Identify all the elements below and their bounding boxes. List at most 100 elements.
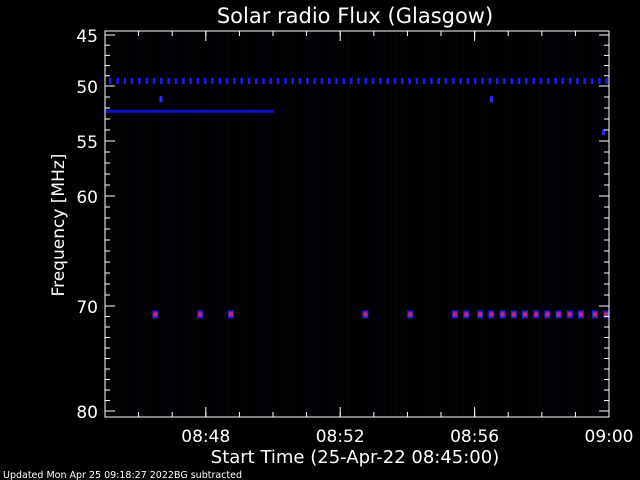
noise-column xyxy=(220,32,221,416)
noise-column xyxy=(166,32,167,416)
noise-column xyxy=(139,32,140,416)
noise-column xyxy=(253,32,254,416)
noise-column xyxy=(262,32,263,416)
noise-column xyxy=(451,32,452,416)
noise-texture xyxy=(106,32,608,416)
dotted-line-dot xyxy=(269,77,273,84)
noise-column xyxy=(280,32,281,416)
noise-column xyxy=(205,32,206,416)
noise-column xyxy=(406,32,407,416)
noise-column xyxy=(454,32,455,416)
burst xyxy=(593,312,597,317)
spot xyxy=(601,129,605,136)
noise-column xyxy=(142,32,143,416)
dotted-line-dot xyxy=(262,77,265,84)
noise-column xyxy=(355,32,356,416)
dotted-line-dot xyxy=(145,77,148,84)
burst xyxy=(534,312,539,317)
noise-column xyxy=(394,32,395,416)
dotted-line-dot xyxy=(510,77,513,84)
burst xyxy=(489,312,494,317)
dotted-line-dot xyxy=(517,77,521,84)
noise-column xyxy=(583,32,584,416)
dotted-line-dot xyxy=(415,77,419,84)
burst xyxy=(153,312,158,317)
noise-column xyxy=(184,32,185,416)
noise-column xyxy=(316,32,317,416)
noise-column xyxy=(148,32,149,416)
dotted-line-dot xyxy=(379,77,382,84)
burst xyxy=(408,312,413,317)
burst xyxy=(464,312,469,317)
noise-column xyxy=(388,32,389,416)
dotted-line-dot xyxy=(503,77,506,84)
noise-column xyxy=(472,32,473,416)
noise-column xyxy=(604,32,605,416)
dotted-line-dot xyxy=(306,77,309,84)
noise-column xyxy=(187,32,188,416)
x-tick-label: 09:00 xyxy=(585,427,634,447)
noise-column xyxy=(541,32,542,416)
dotted-line-dot xyxy=(160,77,163,84)
noise-column xyxy=(400,32,401,416)
noise-column xyxy=(499,32,500,416)
noise-column xyxy=(514,32,515,416)
dotted-line-dot xyxy=(590,77,594,84)
plot-frame xyxy=(104,30,610,418)
noise-column xyxy=(532,32,533,416)
dotted-line-dot xyxy=(109,77,112,84)
dotted-line-dot xyxy=(298,77,302,84)
noise-column xyxy=(259,32,260,416)
dotted-line-dot xyxy=(568,77,572,84)
dotted-line-dot xyxy=(240,77,243,84)
noise-column xyxy=(586,32,587,416)
y-tick-label: 70 xyxy=(76,298,98,318)
dotted-line-dot xyxy=(393,77,397,84)
dotted-line-dot xyxy=(401,77,404,84)
noise-column xyxy=(169,32,170,416)
noise-column xyxy=(265,32,266,416)
dotted-line-dot xyxy=(488,77,492,84)
noise-column xyxy=(127,32,128,416)
noise-column xyxy=(274,32,275,416)
noise-column xyxy=(334,32,335,416)
dotted-line-dot xyxy=(547,77,550,84)
noise-column xyxy=(289,32,290,416)
dotted-line-dot xyxy=(605,77,608,84)
noise-column xyxy=(358,32,359,416)
noise-column xyxy=(211,32,212,416)
y-axis-label: Frequency [MHz] xyxy=(49,154,69,297)
y-tick-label: 80 xyxy=(76,403,98,423)
dotted-line-dot xyxy=(247,77,251,84)
noise-column xyxy=(322,32,323,416)
noise-column xyxy=(382,32,383,416)
dotted-line-dot xyxy=(364,77,367,84)
noise-column xyxy=(574,32,575,416)
noise-column xyxy=(379,32,380,416)
noise-column xyxy=(367,32,368,416)
noise-column xyxy=(496,32,497,416)
noise-column xyxy=(106,32,107,416)
dotted-line-dot xyxy=(138,77,141,84)
noise-column xyxy=(403,32,404,416)
noise-column xyxy=(475,32,476,416)
dotted-line-dot xyxy=(130,77,134,84)
noise-column xyxy=(589,32,590,416)
noise-column xyxy=(250,32,251,416)
noise-column xyxy=(595,32,596,416)
x-axis-label: Start Time (25-Apr-22 08:45:00) xyxy=(211,447,499,468)
solid-line xyxy=(106,109,274,113)
noise-column xyxy=(217,32,218,416)
noise-column xyxy=(517,32,518,416)
noise-column xyxy=(301,32,302,416)
noise-column xyxy=(112,32,113,416)
noise-column xyxy=(277,32,278,416)
noise-column xyxy=(313,32,314,416)
noise-column xyxy=(556,32,557,416)
dotted-line-dot xyxy=(313,77,316,84)
dotted-line-dot xyxy=(561,77,565,84)
noise-column xyxy=(478,32,479,416)
dotted-line-dot xyxy=(386,77,389,84)
noise-column xyxy=(448,32,449,416)
dotted-line-dot xyxy=(459,77,462,84)
